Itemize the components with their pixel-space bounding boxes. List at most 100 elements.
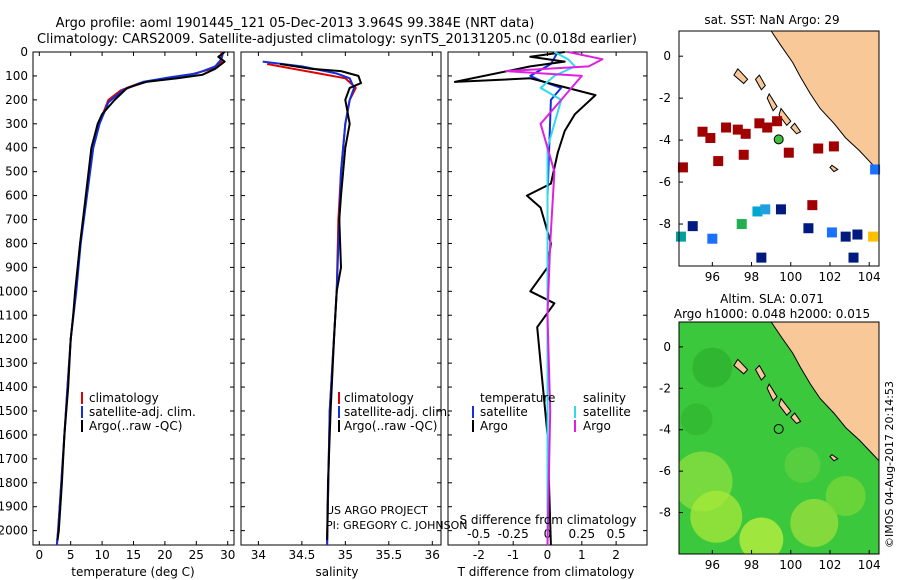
argo-point [738,149,749,160]
island [829,453,839,462]
s-tick-label: -0.25 [498,527,529,541]
argo-point [713,156,724,167]
argo-point [705,133,716,144]
s-tick-label: 0.5 [607,527,626,541]
argo-point [783,147,794,158]
x-tick-label: 36 [425,548,440,562]
argo-point [736,219,747,230]
sst-map-land [733,30,880,173]
sla-map-title-1: Altim. SLA: 0.071 [720,292,824,306]
map-y-tick-label: 0 [663,49,671,63]
depth-tick-label: 1100 [0,308,28,322]
series-line-s-argo [505,51,604,546]
argo-point [697,126,708,137]
depth-tick-label: 1800 [0,476,28,490]
map-x-tick-label: 100 [779,270,802,284]
legend-label-s-argo: Argo [583,419,611,433]
difference-x-ticks: -2 -1 0 1 2-0.5 -0.25 0 0.25 0.5 [467,52,626,562]
salinity-x-ticks: 34 34.5 35 35.5 36 [251,52,440,562]
argo-point [707,233,718,244]
series-line-satellite-adj-clim- [55,51,225,546]
map-y-tick-label: -6 [659,464,671,478]
argo-point [775,204,786,215]
depth-tick-label: 1300 [0,356,28,370]
depth-tick-label: 1900 [0,500,28,514]
series-line-argo-raw-qc- [279,63,362,541]
sla-blob [739,517,784,554]
legend-label-s-satellite: satellite [583,405,631,419]
t-tick-label: 1 [578,548,586,562]
argo-point [826,227,837,238]
x-tick-label: 34.5 [289,548,316,562]
argo-point [852,229,863,240]
temperature-legend: climatology satellite-adj. clim. Argo(..… [81,391,196,433]
map-x-tick-label: 102 [819,558,842,572]
argo-point [721,122,732,133]
depth-axis: 0 100 200 300 400 500 600 700 800 900 1000 1100 1200… [0,45,234,538]
sla-blob [784,446,821,483]
map-y-tick-label: -8 [659,217,671,231]
legend-label-t-argo: Argo [480,419,508,433]
x-tick-label: 5 [67,548,75,562]
sst-map-title: sat. SST: NaN Argo: 29 [704,13,839,27]
map-y-tick-label: -6 [659,175,671,189]
argo-point [868,231,879,242]
argo-point [803,223,814,234]
map-y-tick-label: -4 [659,133,671,147]
sumatra-land [770,322,879,462]
salinity-xlabel: salinity [315,565,358,579]
map-y-tick-label: -2 [659,91,671,105]
argo-point [807,200,818,211]
argo-point [675,231,686,242]
legend-temperature-title: temperature [480,391,555,405]
salinity-frame [240,51,442,546]
legend-label-climatology: climatology [89,391,159,405]
argo-point [677,162,688,173]
difference-y-ticks [448,51,647,532]
island [754,74,766,91]
argo-neighbour-points [675,116,881,263]
legend-label-climatology: climatology [344,391,414,405]
depth-tick-label: 700 [5,213,28,227]
island [778,107,792,127]
island [766,92,778,112]
t-tick-label: -2 [473,548,485,562]
temperature-x-ticks: 0 5 10 15 20 25 30 [35,52,235,562]
legend-label-t-satellite: satellite [480,405,528,419]
legend-salinity-title: salinity [583,391,626,405]
sla-map-title-2: Argo h1000: 0.048 h2000: 0.015 [674,307,870,321]
difference-lines [453,51,604,546]
sla-blob [692,347,733,388]
sla-map-panel: Altim. SLA: 0.071 Argo h1000: 0.048 h200… [659,292,881,572]
depth-tick-label: 1600 [0,428,28,442]
argo-point [756,252,767,263]
argo-point [828,141,839,152]
island [733,67,749,85]
series-line-climatology [55,52,223,546]
series-line-s-satellite [539,51,576,545]
s-difference-xlabel: S difference from climatology [460,513,637,527]
depth-tick-label: 100 [5,69,28,83]
depth-tick-label: 500 [5,165,28,179]
depth-tick-label: 0 [20,45,28,59]
map-y-tick-label: -4 [659,423,671,437]
island [829,164,839,173]
difference-legend: temperature salinity satellite Argo sate… [472,391,631,433]
argo-point [760,204,771,215]
sla-map-frame [678,321,880,555]
sst-map-panel: sat. SST: NaN Argo: 29 96 98 100 102 104 0 -2 -… [659,13,881,284]
map-x-tick-label: 104 [858,558,881,572]
series-line-argo-raw-qc- [56,51,226,541]
sla-blob [825,476,866,516]
sla-blob [680,403,713,436]
argo-point [752,206,763,217]
map-x-tick-label: 96 [705,558,720,572]
temperature-lines [55,51,226,546]
x-tick-label: 15 [126,548,141,562]
t-tick-label: 2 [612,548,620,562]
depth-tick-label: 2000 [0,524,28,538]
depth-tick-label: 600 [5,189,28,203]
profile-location-marker [773,134,784,145]
legend-label-satellite: satellite-adj. clim. [344,405,451,419]
argo-point [687,221,698,232]
